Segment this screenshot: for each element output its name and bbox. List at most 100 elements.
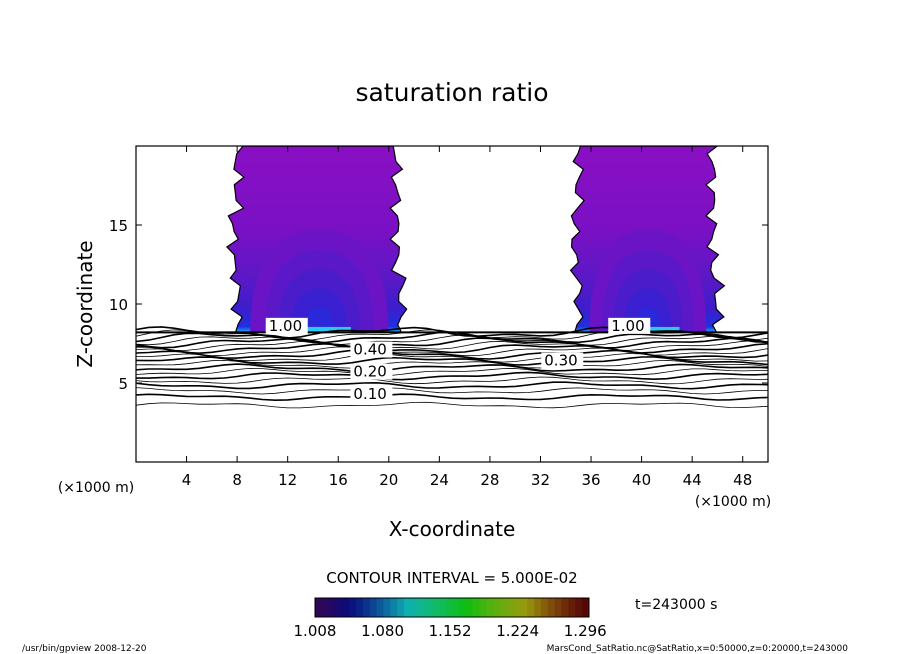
colorbar-tick-label: 1.296 [564,622,607,640]
colorbar-swatch [404,598,412,617]
colorbar-swatch [417,598,426,617]
contour-label-bg [350,363,393,380]
contour-line [136,401,768,409]
colorbar-swatch [452,598,460,617]
colorbar-swatch [554,598,563,617]
contour-label: 0.10 [353,385,386,403]
colorbar-swatch [568,598,576,617]
colorbar-swatch [315,598,323,617]
colorbar-frame [314,597,590,618]
contour-label: 0.20 [353,363,386,381]
colorbar-swatch [321,598,330,617]
x-axis-ticks: 4 8 12 16 20 24 28 32 36 40 44 48 [182,146,752,489]
colorbar-swatch [458,598,467,617]
plot-contents [136,146,768,409]
colorbar-tick-label: 1.224 [496,622,539,640]
contour-line [136,376,768,385]
colorbar [315,598,590,617]
colorbar-swatch [431,598,439,617]
y-axis-ticks: 5 10 15 [109,217,768,393]
x-tick-label: 12 [278,471,297,489]
x-tick-label: 20 [379,471,398,489]
x-tick-label: 4 [182,471,192,489]
footer-right: MarsCond_SatRatio.nc@SatRatio,x=0:50000,… [547,644,849,654]
contour-line [136,337,768,349]
contour-label: 0.30 [544,352,577,370]
colorbar-tick-label: 1.008 [294,622,337,640]
contour-label-bg [350,385,393,402]
colorbar-swatch [349,598,357,617]
colorbar-swatch [582,598,590,617]
colorbar-swatch [376,598,384,617]
colorbar-swatch [575,598,583,617]
y-tick-label: 5 [118,375,128,393]
colorbar-swatch [342,598,350,617]
supersaturated-plumes [225,146,726,333]
contour-line [136,342,768,355]
y-axis-label: Z-coordinate [73,240,97,367]
colorbar-swatch [506,598,515,617]
colorbar-swatch [486,598,494,617]
colorbar-swatch [335,598,343,617]
colorbar-tick-label: 1.080 [361,622,404,640]
contour-interval-label: CONTOUR INTERVAL = 5.000E-02 [326,569,577,587]
colorbar-swatch [561,598,569,617]
colorbar-swatch [493,598,501,617]
plume-peak [287,326,351,333]
colorbar-swatch [438,598,446,617]
colorbar-swatch [534,598,542,617]
contour-line [136,334,768,346]
x-unit-label-right: (×1000 m) [695,494,771,510]
colorbar-swatch [397,598,405,617]
chart-title: saturation ratio [355,78,548,107]
contour-line [136,371,768,381]
contour-line [136,340,768,351]
colorbar-swatch [390,598,398,617]
contour-line [136,356,768,366]
x-tick-label: 24 [430,471,449,489]
colorbar-swatch [383,598,391,617]
contour-line [136,381,768,390]
contour-label-bg [608,317,651,334]
colorbar-swatch [499,598,508,617]
colorbar-swatch [362,598,371,617]
contour-line [136,346,768,357]
colorbar-swatch [479,598,487,617]
contour-line [136,387,768,395]
contour-line [136,393,768,402]
contour-label-bg [350,341,393,358]
x-tick-label: 32 [531,471,550,489]
x-axis-label: X-coordinate [389,517,516,541]
colorbar-swatch [445,598,453,617]
contour-line [136,363,768,373]
time-label: t=243000 s [635,597,717,613]
contour-label: 0.40 [353,341,386,359]
y-tick-label: 15 [109,217,128,235]
x-tick-label: 36 [581,471,600,489]
x-tick-label: 40 [632,471,651,489]
colorbar-swatch [465,598,474,617]
y-tick-label: 10 [109,296,128,314]
footer-left: /usr/bin/gpview 2008-12-20 [22,644,147,654]
plume-shade [304,307,335,333]
colorbar-tick-labels: 1.008 1.080 1.152 1.224 1.296 [294,622,607,640]
contour-lines [136,326,768,409]
contour-label-bg [541,352,584,369]
colorbar-swatch [424,598,432,617]
contour-line [136,349,768,360]
contour-label: 1.00 [269,317,302,335]
colorbar-swatch [541,598,549,617]
x-tick-label: 8 [232,471,242,489]
contour-labels: 0.10 0.20 0.30 0.40 1.00 1.00 [265,317,651,403]
x-tick-label: 44 [683,471,702,489]
colorbar-swatch [547,598,556,617]
colorbar-swatch [328,598,337,617]
contour-line [136,367,768,376]
colorbar-swatch [472,598,480,617]
contour-label-bg [265,317,308,334]
colorbar-swatch [513,598,521,617]
colorbar-swatch [356,598,364,617]
x-unit-label-left: (×1000 m) [58,480,134,496]
colorbar-swatch [520,598,528,617]
